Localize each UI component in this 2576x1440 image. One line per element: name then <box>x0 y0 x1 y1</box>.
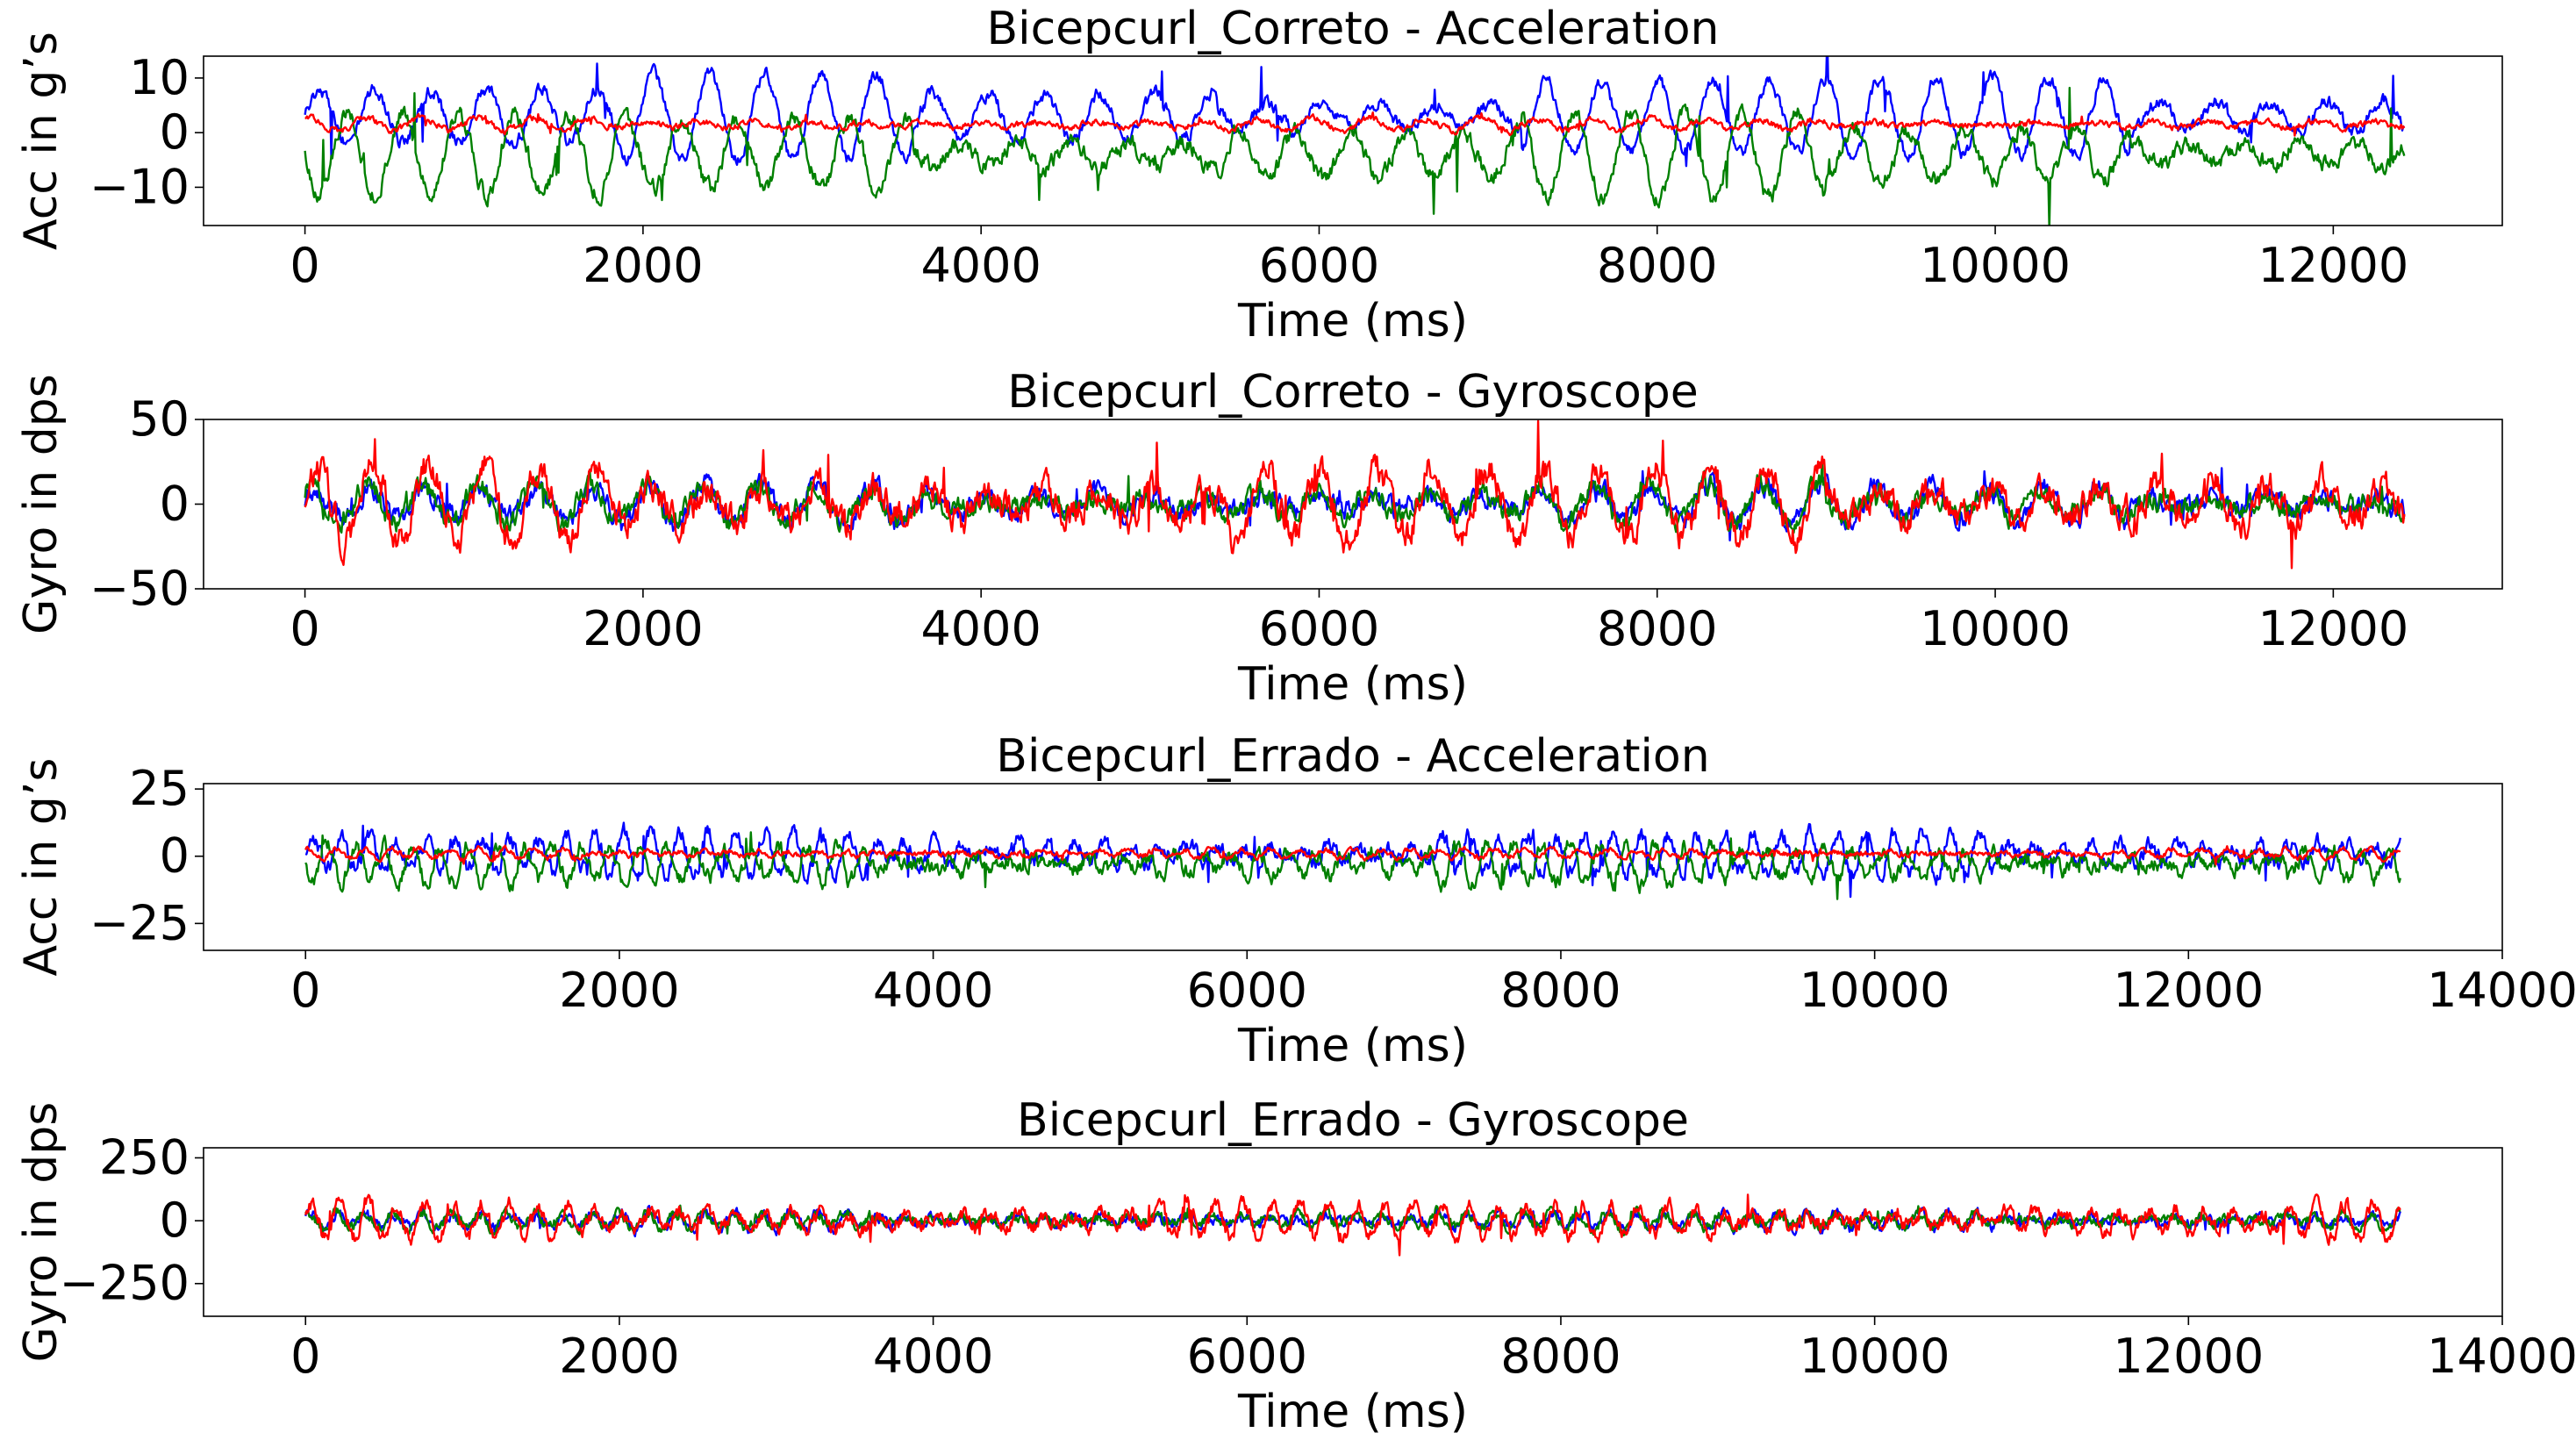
x-tick-label: 2000 <box>559 963 679 1018</box>
x-tick-label: 12000 <box>2258 601 2408 656</box>
y-tick-label: 0 <box>160 828 190 884</box>
subplot-1: 0 2000 4000 6000 8000 10000 12000−10010Bicepcu… <box>15 3 2503 347</box>
x-tick-label: 10000 <box>1800 1329 1950 1384</box>
x-tick-label: 4000 <box>920 601 1041 656</box>
y-tick-label: −25 <box>89 895 190 950</box>
y-tick-label: 250 <box>99 1129 190 1185</box>
x-tick-label: 0 <box>290 1329 320 1384</box>
subplot-4: 0 2000 4000 6000 8000 10000 12000 14000 −250 0 250… <box>15 1094 2576 1438</box>
x-axis-label: Time (ms) <box>1237 1020 1468 1072</box>
x-tick-label: 4000 <box>873 963 993 1018</box>
series-line-2 <box>304 86 2406 226</box>
x-tick-label: 8000 <box>1500 963 1621 1018</box>
y-tick-label: −250 <box>60 1256 190 1311</box>
chart-title: Bicepcurl_Correto - Gyroscope <box>1007 366 1699 419</box>
x-tick-label: 6000 <box>1259 601 1379 656</box>
series-group <box>304 56 2406 226</box>
y-axis-label: Gyro in dps <box>15 374 68 634</box>
x-tick-label: 10000 <box>1920 238 2071 293</box>
x-tick-label: 2000 <box>583 238 703 293</box>
x-tick-label: 10000 <box>1920 601 2071 656</box>
y-tick-label: 0 <box>160 104 190 160</box>
y-tick-label: 0 <box>160 476 190 532</box>
x-tick-label: 0 <box>290 601 319 656</box>
x-tick-label: 8000 <box>1500 1329 1621 1384</box>
x-tick-label: 12000 <box>2113 963 2264 1018</box>
x-axis-label: Time (ms) <box>1237 1386 1468 1438</box>
x-tick-label: 12000 <box>2258 238 2408 293</box>
x-tick-label: 12000 <box>2113 1329 2264 1384</box>
x-tick-label: 6000 <box>1187 1329 1307 1384</box>
x-tick-label: 0 <box>290 238 319 293</box>
x-axis-label: Time (ms) <box>1237 295 1468 347</box>
y-axis-label: Acc in g’s <box>15 758 68 977</box>
x-tick-label: 6000 <box>1259 238 1379 293</box>
series-line-3 <box>304 844 2401 866</box>
series-group <box>304 1193 2401 1257</box>
series-line-2 <box>304 831 2401 900</box>
axes-frame <box>203 783 2503 951</box>
x-axis-label: Time (ms) <box>1237 658 1468 711</box>
x-tick-label: 4000 <box>873 1329 993 1384</box>
series-line-3 <box>304 111 2406 137</box>
x-tick-label: 14000 <box>2427 963 2576 1018</box>
series-group <box>304 419 2406 570</box>
x-tick-label: 14000 <box>2427 1329 2576 1384</box>
y-tick-label: 10 <box>129 50 190 105</box>
y-tick-label: −50 <box>89 561 190 616</box>
subplot-3: 0 2000 4000 6000 8000 10000 12000 14000 −25 0 25 Bi… <box>15 730 2576 1072</box>
chart-title: Bicepcurl_Errado - Acceleration <box>996 730 1709 783</box>
x-tick-label: 6000 <box>1187 963 1307 1018</box>
subplot-2: 0 2000 4000 6000 8000 10000 12000 −50 0 50 Bicepcu… <box>15 366 2503 711</box>
y-axis-label: Acc in g’s <box>15 32 68 250</box>
axes-frame <box>203 55 2503 226</box>
y-tick-label: 50 <box>129 391 190 447</box>
y-axis-label: Gyro in dps <box>15 1102 68 1363</box>
chart-title: Bicepcurl_Errado - Gyroscope <box>1017 1094 1689 1147</box>
y-tick-label: 25 <box>129 761 190 816</box>
x-tick-label: 8000 <box>1597 601 1717 656</box>
y-tick-label: −10 <box>89 159 190 214</box>
x-tick-label: 2000 <box>583 601 703 656</box>
x-tick-label: 10000 <box>1800 963 1950 1018</box>
series-group <box>304 821 2401 900</box>
series-line-3 <box>304 419 2406 570</box>
y-tick-label: 0 <box>160 1193 190 1248</box>
chart-title: Bicepcurl_Correto - Acceleration <box>986 3 1719 55</box>
x-tick-label: 8000 <box>1597 238 1717 293</box>
x-tick-label: 4000 <box>920 238 1041 293</box>
x-tick-label: 0 <box>290 963 320 1018</box>
axes-frame <box>203 1147 2503 1317</box>
series-line-3 <box>304 1193 2401 1257</box>
x-tick-label: 2000 <box>559 1329 679 1384</box>
